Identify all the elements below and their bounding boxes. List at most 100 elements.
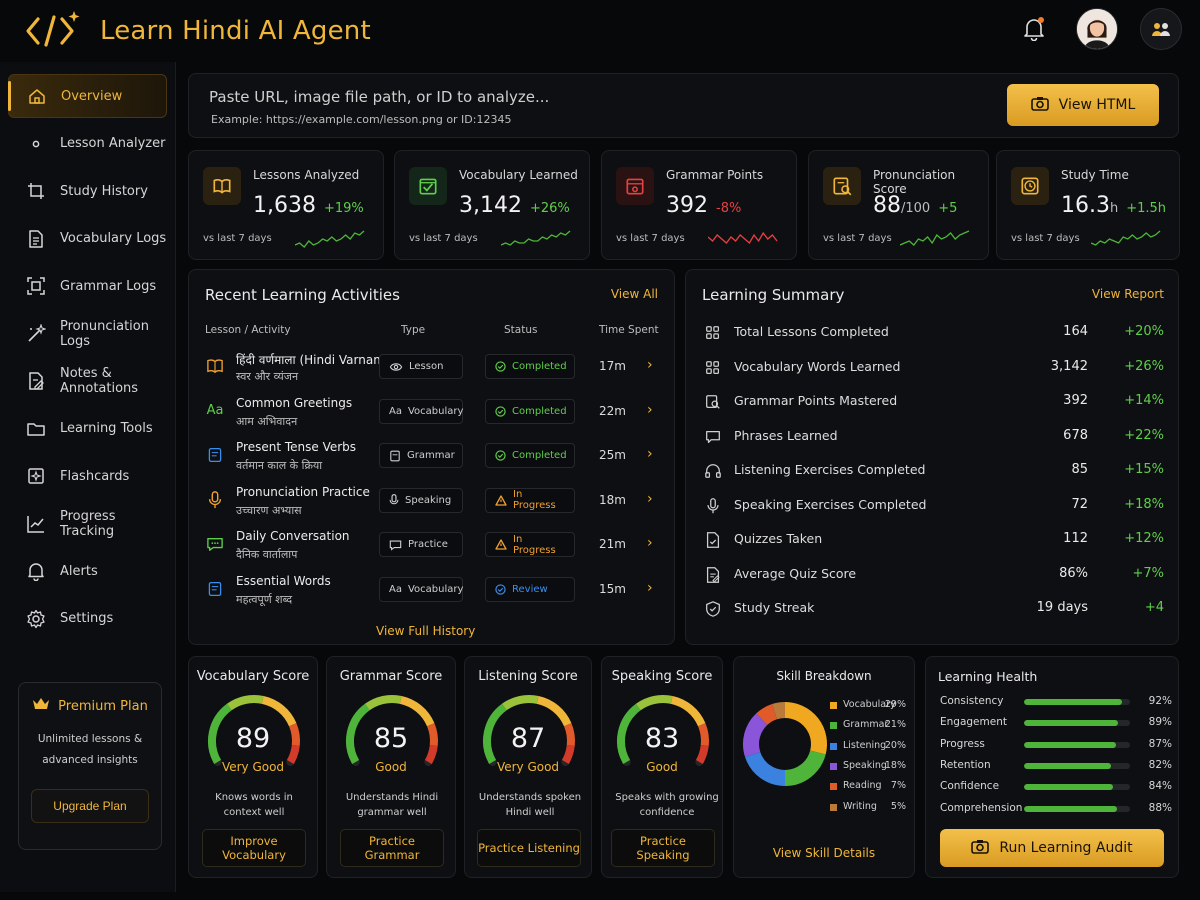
team-icon[interactable] [1140,8,1182,50]
activity-subtitle: वर्तमान काल के क्रिया [236,459,323,472]
activity-title: Present Tense Verbs [236,440,357,454]
summary-label: Phrases Learned [734,427,838,443]
camera-icon [971,839,990,858]
sidebar-item-notes-annotations[interactable]: Notes & Annotations [8,359,167,403]
summary-row: Average Quiz Score 86% +7% [702,558,1168,592]
eye-icon [389,361,403,373]
chevron-right-icon[interactable]: › [647,401,653,418]
health-bar-fill [1024,741,1117,748]
table-row[interactable]: हिंदी वर्णमाला (Hindi Varnamala) स्वर और … [201,346,666,390]
score-action-button[interactable]: Practice Speaking [611,829,715,867]
table-row[interactable]: Aa Common Greetings आम अभिवादन Aa Vocabulary… [201,391,666,435]
sidebar-item-settings[interactable]: Settings [8,597,167,641]
microphone-icon [389,493,399,507]
summary-label: Study Streak [734,600,815,615]
stat-delta: +1.5h [1126,201,1167,216]
health-bar [1024,741,1130,748]
col-lesson: Lesson / Activity [205,324,291,336]
health-row: Retention 82% [940,759,1172,775]
learning-health-panel: Learning Health Consistency 92% Engagement… [925,656,1179,878]
notification-bell-icon[interactable] [1014,9,1054,49]
score-action-button[interactable]: Improve Vocabulary [202,829,306,867]
sidebar-item-lesson-analyzer[interactable]: Lesson Analyzer [8,122,167,166]
legend-value: 29% [884,699,906,710]
health-value: 84% [1148,780,1172,793]
health-row: Comprehension 88% [940,802,1172,818]
table-row[interactable]: Daily Conversation दैनिक वार्तालाप Practic… [201,524,666,568]
health-row: Engagement 89% [940,716,1172,732]
score-action-button[interactable]: Practice Grammar [340,829,444,867]
legend-item: Speaking 18% [830,760,910,776]
sidebar-item-label: Pronunciation Logs [60,318,149,349]
summary-row: Phrases Learned 678 +22% [702,420,1168,454]
legend-label: Grammar [843,719,889,731]
gauge-segment [697,723,709,746]
stat-value: 16.3h +1.5h [1061,193,1167,218]
chevron-right-icon[interactable]: › [647,535,653,551]
view-html-button[interactable]: View HTML [1007,84,1159,126]
summary-delta: +22% [1124,427,1164,443]
score-title: Grammar Score [339,669,443,684]
sidebar-item-study-history[interactable]: Study History [8,169,167,213]
check-circle-icon [495,361,506,372]
sidebar: Overview Lesson Analyzer Study History Voca… [0,62,176,892]
score-action-button[interactable]: Practice Listening [477,829,581,867]
donut-slice-listening [745,751,786,786]
view-skill-details-link[interactable]: View Skill Details [772,846,876,860]
grammar-search-icon [706,395,720,409]
table-row[interactable]: Essential Words महत्वपूर्ण शब्द Aa Vocabula… [201,569,666,613]
summary-delta: +12% [1124,531,1164,546]
sidebar-item-flashcards[interactable]: Flashcards [8,454,167,498]
sidebar-item-overview[interactable]: Overview [8,74,167,118]
health-row: Confidence 84% [940,780,1172,796]
table-row[interactable]: Pronunciation Practice उच्चारण अभ्यास Spea… [201,480,666,524]
score-description: Speaks with growing confidence [615,792,719,818]
health-bar-fill [1024,784,1114,791]
legend-item: Writing 5% [830,801,910,817]
pronunciation-scan-icon [823,167,861,205]
premium-description: Unlimited lessons & advanced insights [37,733,143,766]
sidebar-item-label: Progress Tracking [60,508,116,539]
legend-value: 5% [890,800,906,812]
health-bar-fill [1024,762,1111,769]
sidebar-item-pronunciation-logs[interactable]: Pronunciation Logs [8,312,167,356]
view-all-link[interactable]: View All [610,287,658,301]
table-row[interactable]: Present Tense Verbs वर्तमान काल के क्रिया… [201,435,666,479]
search-panel: Example: https://example.com/lesson.png … [188,73,1179,138]
activities-title: Recent Learning Activities [205,286,400,304]
sidebar-item-learning-tools[interactable]: Learning Tools [8,407,167,451]
gauge-segment [261,696,297,727]
legend-swatch [830,783,837,791]
words-doc-icon [205,579,225,599]
score-card-listening-score: Listening Score 87 Very Good Understands sp… [464,656,592,878]
sidebar-item-alerts[interactable]: Alerts [8,549,167,593]
avatar[interactable] [1076,8,1118,50]
sparkline [708,231,778,245]
document-icon [389,450,401,462]
summary-delta: +18% [1124,496,1164,512]
view-full-history-link[interactable]: View Full History [376,624,476,638]
score-gauge [208,695,300,766]
chevron-right-icon[interactable]: › [647,357,653,373]
stat-card-study-time: Study Time 16.3h +1.5h vs last 7 days [996,150,1180,260]
stat-compare-text: vs last 7 days [409,233,478,244]
search-input[interactable] [209,86,909,108]
sidebar-item-grammar-logs[interactable]: Grammar Logs [8,264,167,308]
summary-row: Grammar Points Mastered 392 +14% [702,385,1168,419]
score-doc-icon [706,566,720,583]
stat-label: Lessons Analyzed [253,168,360,182]
sidebar-item-vocabulary-logs[interactable]: Vocabulary Logs [8,217,167,261]
run-learning-audit-button[interactable]: Run Learning Audit [940,829,1164,867]
scan-icon [26,276,60,296]
view-report-link[interactable]: View Report [1091,287,1164,301]
sidebar-item-label: Settings [60,611,114,626]
header: Learn Hindi AI Agent [0,0,1200,62]
flashcard-icon [26,466,60,486]
chevron-right-icon[interactable]: › [647,490,653,507]
sidebar-item-progress-tracking[interactable]: Progress Tracking [8,502,167,546]
chevron-right-icon[interactable]: › [647,446,653,462]
grammar-doc-icon [205,445,225,465]
type-badge: Practice [379,532,463,557]
chevron-right-icon[interactable]: › [647,579,653,596]
upgrade-plan-button[interactable]: Upgrade Plan [31,789,149,823]
